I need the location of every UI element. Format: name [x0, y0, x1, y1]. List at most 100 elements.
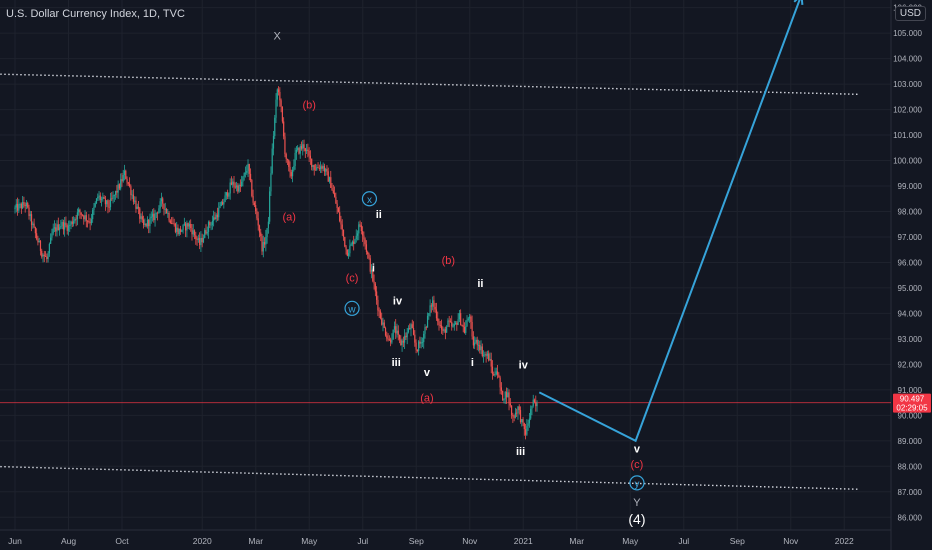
candle-body — [340, 221, 342, 225]
candle-body — [125, 170, 127, 179]
candle-body — [510, 405, 513, 415]
candle-body — [144, 223, 146, 225]
candle-body — [78, 209, 80, 213]
wave-label: (b) — [442, 255, 455, 267]
candle-body — [243, 173, 245, 177]
candle-body — [139, 208, 141, 219]
candle-body — [182, 224, 184, 230]
candle-body — [327, 171, 329, 182]
candle-body — [89, 221, 91, 224]
candle-body — [109, 198, 112, 208]
candle-body — [251, 180, 253, 196]
candle-body — [307, 149, 309, 151]
wave-label-circle — [344, 300, 360, 316]
candle-body — [452, 326, 454, 328]
candle-body — [32, 223, 34, 225]
candle-body — [527, 423, 529, 426]
candle-body — [316, 167, 318, 170]
candle-body — [415, 342, 417, 350]
candle-body — [432, 300, 434, 307]
y-axis-tick-label: 87.000 — [898, 488, 923, 497]
candle-body — [524, 429, 527, 435]
candle-body — [220, 201, 222, 207]
candle-body — [148, 219, 150, 227]
candle-body — [234, 186, 236, 188]
candle-body — [488, 353, 490, 361]
candle-body — [260, 232, 262, 237]
candle-body — [30, 214, 33, 225]
candle-body — [269, 191, 271, 222]
candle-body — [37, 238, 39, 243]
candle-body — [70, 221, 72, 226]
candle-body — [69, 225, 71, 226]
wave-label: (a) — [282, 212, 295, 224]
wave-label: (4) — [628, 511, 645, 527]
candle-body — [430, 305, 432, 307]
candle-body — [373, 281, 375, 284]
candle-body — [379, 311, 382, 319]
candle-body — [454, 322, 457, 325]
candle-body — [517, 406, 519, 414]
y-axis-tick-label: 95.000 — [898, 284, 923, 293]
currency-button[interactable]: USD — [894, 6, 926, 21]
candle-body — [111, 198, 113, 200]
wave-label-circle — [361, 191, 378, 207]
candle-body — [233, 181, 235, 187]
candle-body — [419, 341, 421, 344]
candle-body — [475, 339, 477, 343]
candle-body — [242, 176, 244, 182]
candle-body — [168, 213, 170, 221]
candle-body — [382, 322, 384, 325]
wave-label: v — [424, 367, 431, 379]
candle-body — [339, 212, 341, 222]
candle-body — [341, 224, 343, 230]
candle-body — [424, 327, 426, 334]
y-axis-tick-label: 92.000 — [898, 360, 923, 369]
wave-label: i — [471, 357, 474, 369]
candle-body — [311, 158, 313, 167]
candle-body — [398, 334, 401, 340]
candle-body — [536, 403, 538, 407]
candle-body — [18, 204, 20, 211]
candle-body — [462, 325, 464, 328]
candle-body — [261, 236, 263, 252]
candle-body — [41, 250, 43, 257]
candle-body — [263, 242, 266, 245]
candle-body — [368, 254, 370, 259]
candle-body — [319, 166, 322, 170]
candle-body — [482, 354, 485, 356]
candle-body — [130, 186, 132, 196]
candle-body — [39, 240, 42, 251]
candle-body — [337, 207, 340, 213]
candle-body — [143, 219, 145, 225]
candle-body — [211, 220, 213, 225]
candle-body — [326, 169, 328, 172]
candle-body — [244, 172, 247, 174]
candle-body — [383, 322, 385, 328]
y-axis-tick-label: 86.000 — [898, 513, 923, 522]
wave-label: (a) — [420, 393, 433, 405]
x-axis-tick-label: Mar — [248, 536, 263, 546]
candle-body — [90, 219, 92, 224]
candle-body — [349, 245, 351, 254]
candle-body — [75, 218, 77, 220]
candle-body — [164, 209, 166, 210]
candle-body — [25, 202, 28, 207]
candle-body — [471, 321, 473, 337]
candle-body — [224, 195, 226, 203]
candle-body — [474, 342, 476, 346]
candle-body — [232, 181, 234, 185]
candle-body — [65, 222, 67, 226]
candle-body — [437, 318, 439, 322]
wave-label: (b) — [303, 99, 316, 111]
candle-body — [93, 206, 95, 211]
current-price-countdown: 02:29:05 — [896, 404, 928, 413]
candle-body — [305, 149, 308, 152]
candle-body — [494, 374, 496, 376]
candle-body — [200, 237, 202, 246]
candle-body — [460, 313, 462, 325]
candle-body — [28, 207, 30, 216]
candle-body — [85, 215, 87, 221]
x-axis-tick-label: Sep — [409, 536, 424, 546]
